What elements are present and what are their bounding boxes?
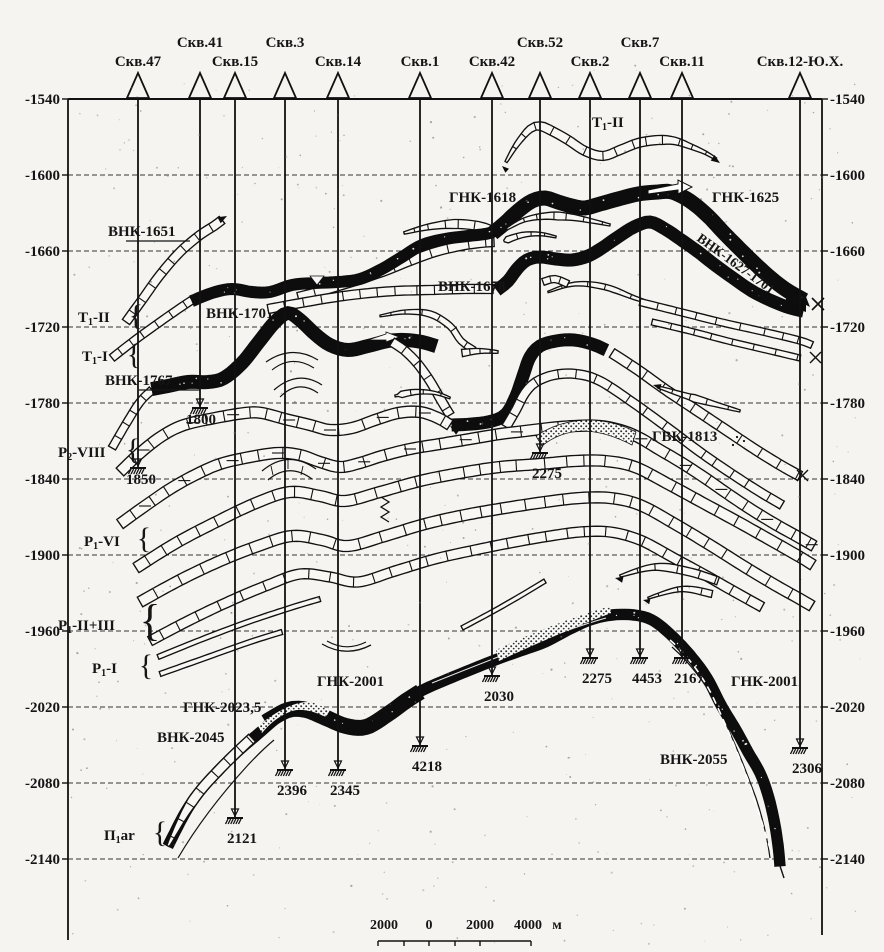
svg-text:ВНК-2055: ВНК-2055 bbox=[660, 752, 728, 768]
svg-text:ГНК-1618: ГНК-1618 bbox=[449, 190, 516, 206]
svg-text:Т1-I: Т1-I bbox=[82, 349, 108, 367]
svg-text:2030: 2030 bbox=[484, 689, 514, 705]
svg-text:-1600: -1600 bbox=[830, 168, 865, 184]
svg-text:Скв.2: Скв.2 bbox=[571, 54, 610, 70]
svg-text:Скв.42: Скв.42 bbox=[469, 54, 515, 70]
svg-text:-1780: -1780 bbox=[25, 396, 60, 412]
svg-text:-1720: -1720 bbox=[830, 320, 865, 336]
svg-text:0: 0 bbox=[426, 918, 433, 933]
svg-text:{: { bbox=[129, 299, 143, 332]
svg-text:{: { bbox=[127, 338, 141, 371]
svg-text:Скв.3: Скв.3 bbox=[266, 35, 305, 51]
svg-text:-1780: -1780 bbox=[830, 396, 865, 412]
svg-text:Скв.7: Скв.7 bbox=[621, 35, 660, 51]
svg-text:-1900: -1900 bbox=[25, 548, 60, 564]
svg-text:Скв.47: Скв.47 bbox=[115, 54, 162, 70]
svg-text:-1840: -1840 bbox=[830, 472, 865, 488]
svg-text:ВНК-1701: ВНК-1701 bbox=[206, 306, 274, 322]
svg-text:ГНК-2023,5: ГНК-2023,5 bbox=[183, 700, 261, 716]
svg-text:4453: 4453 bbox=[632, 671, 662, 687]
svg-text:Скв.41: Скв.41 bbox=[177, 35, 223, 51]
svg-text:-1660: -1660 bbox=[830, 244, 865, 260]
svg-text:Р1-VI: Р1-VI bbox=[84, 534, 120, 552]
svg-text:Скв.1: Скв.1 bbox=[401, 54, 440, 70]
svg-text:2167: 2167 bbox=[674, 671, 705, 687]
svg-text:-1660: -1660 bbox=[25, 244, 60, 260]
svg-text:2121: 2121 bbox=[227, 831, 257, 847]
svg-text:2396: 2396 bbox=[277, 783, 308, 799]
svg-text:-1540: -1540 bbox=[830, 92, 865, 108]
svg-text:2000: 2000 bbox=[466, 918, 494, 933]
svg-text:ГВК-1813: ГВК-1813 bbox=[652, 429, 717, 445]
svg-text:-2140: -2140 bbox=[25, 852, 60, 868]
svg-text:ВНК-1767: ВНК-1767 bbox=[105, 373, 173, 389]
svg-text:-1720: -1720 bbox=[25, 320, 60, 336]
svg-text:Скв.15: Скв.15 bbox=[212, 54, 258, 70]
svg-text:ГНК-1625: ГНК-1625 bbox=[712, 190, 779, 206]
svg-text:{: { bbox=[139, 596, 160, 645]
svg-text:-1600: -1600 bbox=[25, 168, 60, 184]
svg-text:м: м bbox=[552, 918, 562, 933]
svg-text:-2080: -2080 bbox=[830, 776, 865, 792]
svg-text:Скв.11: Скв.11 bbox=[659, 54, 705, 70]
svg-text:-1540: -1540 bbox=[25, 92, 60, 108]
svg-text:Р1-II+III: Р1-II+III bbox=[58, 618, 115, 636]
svg-text:-1960: -1960 bbox=[830, 624, 865, 640]
svg-text:-1840: -1840 bbox=[25, 472, 60, 488]
svg-text:Т1-II: Т1-II bbox=[592, 115, 624, 133]
svg-text:Р2-VIII: Р2-VIII bbox=[58, 445, 106, 463]
svg-text:2275: 2275 bbox=[532, 466, 562, 482]
svg-text:1850: 1850 bbox=[126, 472, 156, 488]
svg-text:Скв.12-Ю.Х.: Скв.12-Ю.Х. bbox=[757, 54, 844, 70]
svg-text:-1960: -1960 bbox=[25, 624, 60, 640]
svg-text:1800: 1800 bbox=[186, 412, 216, 428]
svg-text:Т1-II: Т1-II bbox=[78, 310, 110, 328]
svg-text:-2080: -2080 bbox=[25, 776, 60, 792]
svg-text:Р1-I: Р1-I bbox=[92, 661, 117, 679]
svg-text:{: { bbox=[137, 522, 151, 555]
svg-text:{: { bbox=[153, 816, 167, 849]
svg-text:2275: 2275 bbox=[582, 671, 612, 687]
svg-text:4000: 4000 bbox=[514, 918, 542, 933]
svg-text:П1ar: П1ar bbox=[104, 828, 135, 846]
svg-text:-2140: -2140 bbox=[830, 852, 865, 868]
svg-text:ВНК-1651: ВНК-1651 bbox=[108, 224, 176, 240]
svg-text:ГНК-2001: ГНК-2001 bbox=[731, 674, 798, 690]
svg-text:-2020: -2020 bbox=[25, 700, 60, 716]
svg-text:2000: 2000 bbox=[370, 918, 398, 933]
svg-text:-1900: -1900 bbox=[830, 548, 865, 564]
svg-text:2306: 2306 bbox=[792, 761, 823, 777]
svg-text:{: { bbox=[139, 649, 153, 682]
svg-text:Скв.52: Скв.52 bbox=[517, 35, 563, 51]
svg-text:Скв.14: Скв.14 bbox=[315, 54, 362, 70]
svg-text:4218: 4218 bbox=[412, 759, 442, 775]
svg-text:ВНК-1678: ВНК-1678 bbox=[438, 279, 506, 295]
svg-text:ВНК-2045: ВНК-2045 bbox=[157, 730, 225, 746]
svg-text:{: { bbox=[126, 433, 140, 466]
svg-text:ГНК-2001: ГНК-2001 bbox=[317, 674, 384, 690]
svg-text:2345: 2345 bbox=[330, 783, 360, 799]
svg-text:-2020: -2020 bbox=[830, 700, 865, 716]
